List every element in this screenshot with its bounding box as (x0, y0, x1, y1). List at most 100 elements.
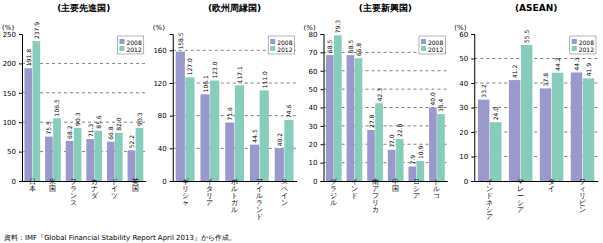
y-tick-label: 150 (3, 90, 16, 98)
y-tick-mark (170, 181, 173, 182)
title: (ASEAN) (515, 3, 557, 13)
legend: 20082012 (419, 36, 445, 54)
y-tick: 150 (3, 90, 22, 98)
x-tick-label: スペイン (281, 178, 288, 207)
data-label: 66.8 (107, 126, 114, 140)
legend-frame (570, 36, 596, 54)
legend-swatch (270, 46, 275, 51)
x-tick-label: 米国 (49, 178, 56, 193)
data-label: 44.2 (554, 57, 561, 71)
bar (571, 72, 582, 181)
x-tick-label: ロシア (413, 178, 420, 200)
x-tick: フランス (70, 178, 77, 207)
data-label: 191.8 (25, 49, 32, 66)
bar (437, 114, 445, 181)
y-tick-label: 30 (459, 104, 468, 112)
data-label: 10.9 (417, 145, 424, 159)
bar (250, 145, 259, 181)
data-labels: 191.875.568.271.366.852.2237.9106.590.38… (25, 22, 143, 149)
y-tick: 0 (464, 178, 474, 186)
y-tick: 50 (459, 55, 474, 63)
legend-swatch (572, 46, 577, 51)
data-label: 74.6 (285, 105, 292, 119)
y-tick-label: 0 (12, 178, 16, 186)
bar (115, 133, 123, 181)
bar (326, 55, 334, 181)
legend-label: 2012 (428, 46, 443, 53)
x-tick-label: インドネシア (486, 178, 493, 221)
bar (521, 45, 532, 181)
y-tick: 10 (309, 159, 324, 167)
bar (235, 85, 244, 181)
legend-frame (419, 36, 445, 54)
x-tick: ポルトガル (231, 178, 239, 214)
y-tick-mark (321, 34, 324, 35)
y-axis-line (471, 35, 475, 182)
data-label: 7.9 (409, 155, 416, 165)
x-tick-label: カナダ (91, 178, 99, 200)
legend-label: 2008 (277, 39, 292, 46)
data-label: 40.0 (429, 92, 436, 106)
bar (210, 81, 219, 181)
bar (334, 35, 342, 181)
panel: 04080120160ギリシャイタリアポルトガルアイルランドスペイン158.51… (153, 3, 297, 221)
y-tick-mark (19, 152, 22, 153)
bar (275, 148, 284, 181)
bar (552, 73, 563, 181)
chart: 050100150200250日本米国フランスカナダドイツ英国191.875.5… (0, 0, 603, 243)
x-tick: ブラジル (330, 178, 338, 207)
legend-label: 2012 (579, 46, 594, 53)
panel: 050100150200250日本米国フランスカナダドイツ英国191.875.5… (2, 3, 146, 207)
bars (478, 45, 594, 181)
data-label: 111.0 (261, 71, 268, 88)
data-label: 127.0 (186, 58, 193, 75)
data-label: 44.3 (573, 57, 580, 71)
x-tick: 日本 (29, 178, 36, 193)
data-label: 68.2 (66, 125, 73, 139)
bar (176, 52, 185, 181)
y-axis-title: (%) (2, 24, 14, 32)
legend-frame (117, 36, 143, 54)
y-tick-mark (471, 34, 474, 35)
bars (24, 41, 143, 181)
bar (136, 128, 144, 181)
data-label: 79.3 (334, 20, 341, 34)
y-tick-label: 120 (153, 80, 166, 88)
bars (176, 52, 294, 181)
y-tick: 20 (459, 129, 474, 137)
bar (200, 94, 209, 181)
bar (225, 123, 234, 181)
x-tick: ロシア (413, 178, 420, 200)
y-axis-title: (%) (304, 24, 316, 32)
x-tick: 中国 (392, 178, 399, 193)
data-label: 66.8 (355, 43, 362, 57)
x-tick-label: フィリピン (579, 178, 586, 214)
legend: 20082012 (570, 36, 596, 54)
data-label: 22.8 (396, 124, 403, 138)
x-tick: カナダ (91, 178, 99, 200)
y-tick-label: 20 (309, 141, 318, 149)
legend-item: 2012 (421, 46, 443, 53)
legend: 20082012 (117, 36, 143, 54)
y-tick: 20 (309, 141, 324, 149)
y-tick-mark (19, 93, 22, 94)
bar (66, 141, 74, 181)
y-tick-mark (321, 181, 324, 182)
y-tick-mark (170, 50, 173, 51)
y-tick-label: 10 (459, 153, 468, 161)
y-tick: 120 (153, 80, 172, 88)
y-tick-label: 40 (158, 145, 167, 153)
y-tick: 0 (313, 178, 323, 186)
legend-item: 2008 (572, 39, 594, 46)
y-axis-line (19, 35, 23, 182)
data-labels: 33.241.237.844.324.055.544.241.9 (480, 29, 592, 120)
y-tick-mark (170, 83, 173, 84)
bar (107, 142, 115, 181)
x-axis: ブラジルインド南アフリカ中国ロシアトルコ (324, 178, 448, 214)
y-tick-mark (19, 181, 22, 182)
y-tick: 0 (162, 178, 172, 186)
grid (22, 63, 146, 151)
x-tick: フィリピン (579, 178, 586, 214)
legend-label: 2008 (428, 39, 443, 46)
data-label: 123.0 (211, 61, 218, 78)
